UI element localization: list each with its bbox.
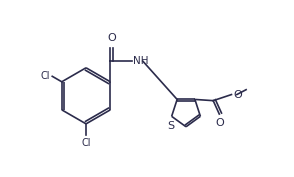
Text: NH: NH [133,56,149,66]
Text: O: O [233,90,242,99]
Text: O: O [107,33,116,43]
Text: Cl: Cl [81,138,91,149]
Text: Cl: Cl [40,71,50,81]
Text: S: S [167,121,174,131]
Text: O: O [215,118,224,129]
